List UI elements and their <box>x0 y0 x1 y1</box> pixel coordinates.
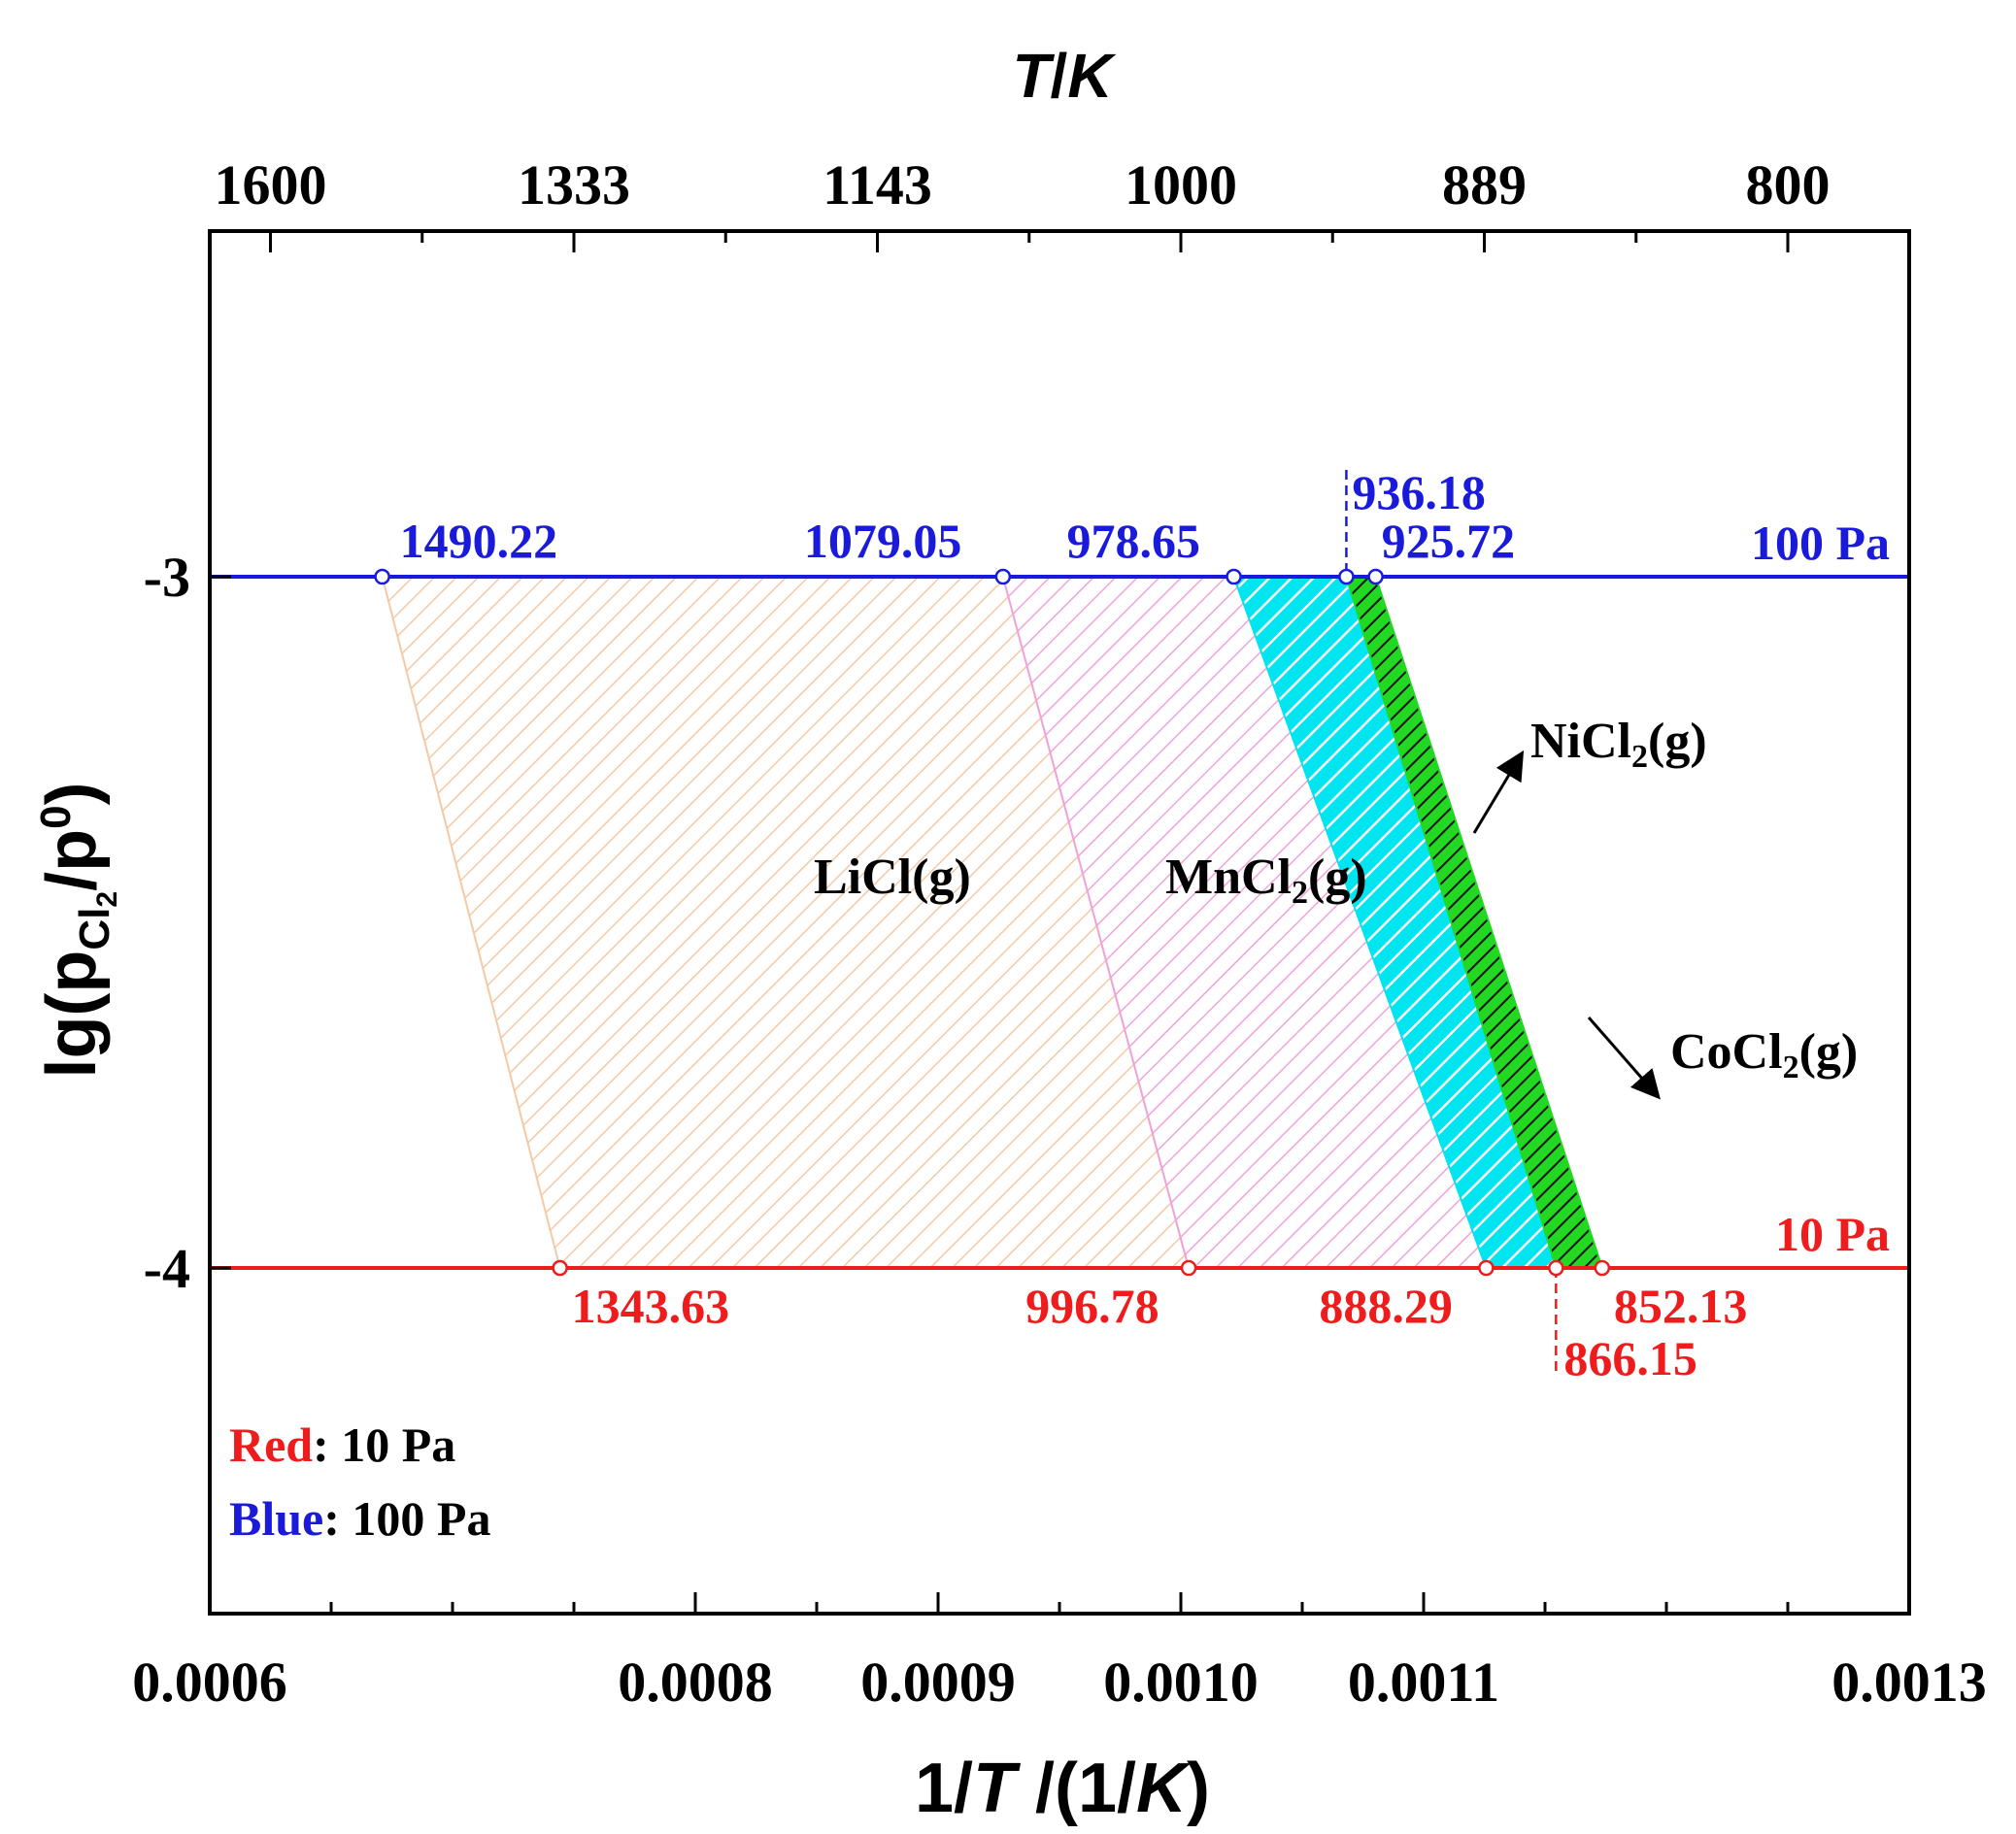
nicl2-post: (g) <box>1648 714 1707 769</box>
top-tick-label: 1000 <box>1125 153 1237 217</box>
point-label-100pa: 1490.22 <box>400 514 557 568</box>
region-label-nicl2: NiCl2(g) <box>1530 714 1707 775</box>
legend-red-rest: : 10 Pa <box>313 1417 455 1472</box>
marker-10pa <box>1180 1259 1197 1277</box>
xlabel-pre: 1/ <box>915 1750 973 1827</box>
top-tick-label: 889 <box>1442 153 1527 217</box>
point-label-10pa: 866.15 <box>1563 1331 1697 1385</box>
nicl2-sub: 2 <box>1631 739 1648 775</box>
cocl2-post: (g) <box>1799 1024 1859 1080</box>
point-label-10pa: 1343.63 <box>572 1279 730 1333</box>
mncl2-post: (g) <box>1308 850 1367 905</box>
toplabel-unit: K <box>1067 41 1117 111</box>
legend-blue: Blue: 100 Pa <box>229 1491 490 1546</box>
y-axis-label: lg(pCl2/p0) <box>32 782 123 1078</box>
y-tick-label: -3 <box>144 546 190 609</box>
toplabel-var: T <box>1012 41 1055 111</box>
ylabel-pre: lg(p <box>33 950 111 1079</box>
x-tick-label: 0.0011 <box>1348 1651 1499 1714</box>
region-label-licl: LiCl(g) <box>814 850 971 905</box>
mncl2-main: MnCl <box>1165 850 1292 905</box>
label-100pa: 100 Pa <box>1751 516 1890 570</box>
x-tick-label: 0.0009 <box>860 1651 1016 1714</box>
legend-red: Red: 10 Pa <box>229 1417 455 1472</box>
x-tick-label: 0.0013 <box>1831 1651 1987 1714</box>
marker-100pa <box>994 568 1012 585</box>
xlabel-mid: /(1/ <box>1016 1750 1136 1827</box>
ylabel-mid: /p <box>33 829 111 891</box>
markers-layer <box>374 568 1611 1277</box>
marker-10pa <box>1548 1259 1564 1277</box>
top-tick-label: 1333 <box>518 153 630 217</box>
point-label-100pa: 925.72 <box>1382 514 1516 568</box>
point-label-10pa: 888.29 <box>1319 1279 1453 1333</box>
x-tick-labels: 0.0006 0.0008 0.0009 0.0010 0.0011 0.0013 <box>132 1651 1987 1714</box>
legend-blue-rest: : 100 Pa <box>323 1491 490 1546</box>
point-label-10pa: 852.13 <box>1614 1279 1748 1333</box>
label-10pa: 10 Pa <box>1775 1207 1890 1261</box>
ylabel-sup: 0 <box>32 805 80 828</box>
x-axis-label: 1/T /(1/K) <box>915 1750 1210 1827</box>
region-label-cocl2: CoCl2(g) <box>1670 1024 1858 1085</box>
y-tick-label: -4 <box>144 1237 190 1300</box>
marker-100pa <box>374 568 390 585</box>
point-label-100pa: 936.18 <box>1352 465 1486 519</box>
marker-10pa <box>1594 1259 1611 1277</box>
ylabel-subsub: 2 <box>91 891 123 908</box>
toplabel-slash: / <box>1051 41 1068 111</box>
ticks-layer <box>208 231 1911 1614</box>
marker-100pa <box>1367 568 1384 585</box>
x-tick-label: 0.0008 <box>618 1651 773 1714</box>
marker-100pa <box>1338 568 1355 585</box>
legend-red-word: Red <box>229 1417 313 1472</box>
cocl2-sub: 2 <box>1783 1050 1799 1085</box>
cocl2-main: CoCl <box>1670 1024 1783 1080</box>
xlabel-post: ) <box>1187 1750 1210 1827</box>
ylabel-post: ) <box>33 782 111 805</box>
top-axis-label: T/K <box>1012 41 1117 111</box>
regions-layer <box>381 576 1604 1269</box>
top-tick-label: 1600 <box>215 153 327 217</box>
point-label-100pa: 978.65 <box>1067 514 1201 568</box>
marker-10pa <box>1478 1259 1495 1277</box>
top-tick-label: 800 <box>1746 153 1831 217</box>
region-label-mncl2: MnCl2(g) <box>1165 850 1367 911</box>
legend-blue-word: Blue <box>229 1491 323 1546</box>
x-tick-label: 0.0010 <box>1103 1651 1259 1714</box>
legend: Red: 10 Pa Blue: 100 Pa <box>229 1417 490 1546</box>
mncl2-sub: 2 <box>1292 875 1308 911</box>
ylabel-sub: Cl <box>71 908 118 950</box>
xlabel-unit: K <box>1136 1750 1192 1827</box>
x-tick-label: 0.0006 <box>132 1651 287 1714</box>
arrow-nicl2 <box>1472 750 1525 834</box>
point-label-10pa: 996.78 <box>1025 1279 1159 1333</box>
arrow-cocl2 <box>1587 1017 1661 1100</box>
nicl2-main: NiCl <box>1530 714 1631 769</box>
y-tick-labels: -3 -4 <box>144 546 190 1300</box>
marker-100pa <box>1226 568 1242 585</box>
point-label-100pa: 1079.05 <box>804 514 962 568</box>
xlabel-var: T <box>973 1750 1022 1827</box>
top-tick-labels: 1600 1333 1143 1000 889 800 <box>215 153 1831 217</box>
top-tick-label: 1143 <box>823 153 932 217</box>
marker-10pa <box>552 1259 568 1277</box>
